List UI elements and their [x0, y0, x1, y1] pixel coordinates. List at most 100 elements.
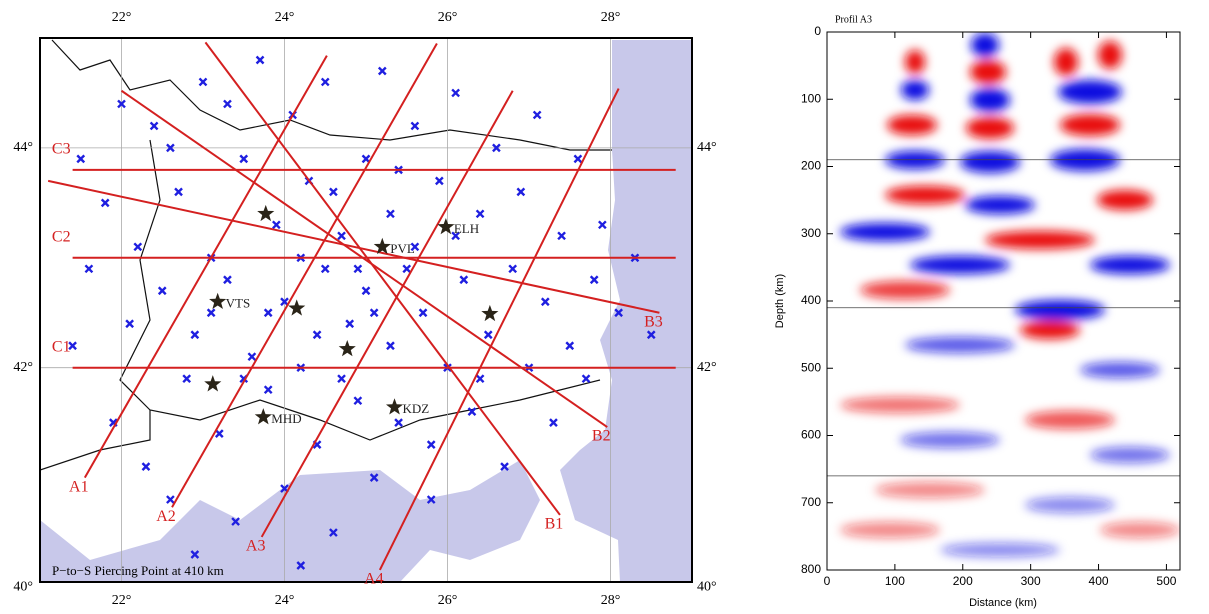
piercing-point [361, 286, 371, 296]
x-tick-label: 28° [601, 10, 621, 25]
piercing-point [100, 198, 110, 208]
blob [970, 88, 1010, 112]
piercing-point [581, 374, 591, 384]
x-tick-label: 0 [824, 574, 831, 588]
piercing-point [426, 440, 436, 449]
blob [887, 115, 937, 135]
x-tick-label: 200 [953, 574, 973, 588]
piercing-point [459, 275, 469, 285]
piercing-point [223, 275, 232, 285]
y-tick-label: 44° [13, 140, 33, 155]
blob [1090, 447, 1170, 463]
piercing-point [174, 187, 183, 197]
profile-label: B2 [592, 428, 611, 445]
y-tick-label: 300 [801, 226, 821, 240]
piercing-point [312, 330, 322, 340]
border [40, 410, 151, 471]
section-image [827, 32, 1180, 570]
annotation: P−to−S Piercing Point at 410 km [52, 563, 224, 578]
piercing-point [190, 330, 200, 340]
piercing-point [589, 275, 599, 285]
section-frame [826, 31, 1181, 571]
piercing-point [532, 110, 542, 120]
blob [900, 432, 1000, 448]
y-tick-label: 500 [801, 360, 821, 374]
profile-label: B3 [644, 313, 663, 330]
piercing-point [198, 77, 208, 87]
section-title: Profil A3 [835, 14, 872, 25]
station-label: PVL [390, 241, 415, 256]
x-tick-label: 26° [438, 593, 458, 608]
piercing-point [369, 473, 379, 482]
x-tick-label: 22° [112, 593, 132, 608]
y-tick-label: 600 [801, 428, 821, 442]
blob [905, 337, 1015, 353]
piercing-point [508, 264, 518, 274]
blob [840, 522, 940, 538]
piercing-point [166, 495, 175, 504]
piercing-point [263, 308, 273, 318]
piercing-point [557, 231, 566, 241]
station [373, 237, 391, 255]
profile-label: C2 [52, 228, 71, 245]
piercing-point [329, 187, 338, 197]
station [437, 218, 455, 235]
profile-label: B1 [545, 516, 564, 533]
piercing-point [353, 264, 363, 274]
piercing-point [214, 429, 224, 438]
piercing-point [598, 220, 607, 230]
piercing-point [475, 374, 485, 384]
profile-label: A4 [364, 571, 384, 588]
x-tick-label: 28° [601, 593, 621, 608]
blob [1060, 114, 1120, 136]
piercing-point [549, 418, 558, 427]
y-tick-label: 44° [697, 140, 717, 155]
piercing-point [239, 154, 249, 164]
blob [1098, 41, 1122, 69]
x-tick-label: 500 [1156, 574, 1176, 588]
piercing-point [492, 143, 501, 153]
piercing-point [451, 231, 460, 241]
blob [1080, 362, 1160, 378]
y-tick-label: 40° [697, 580, 717, 595]
profile-line [378, 88, 620, 571]
piercing-point [394, 418, 403, 427]
station-label: MHD [271, 411, 301, 426]
piercing-point [247, 352, 257, 362]
piercing-point [166, 143, 175, 153]
piercing-point [255, 55, 265, 65]
piercing-point [296, 561, 306, 570]
y-tick-label: 700 [801, 495, 821, 509]
blob [840, 397, 960, 413]
blob [1090, 256, 1170, 274]
profile-line [260, 90, 514, 538]
border [51, 39, 612, 151]
piercing-point [467, 407, 477, 417]
piercing-point [263, 385, 273, 395]
blob [1015, 300, 1105, 320]
station [338, 340, 356, 357]
profile-line [83, 55, 328, 479]
piercing-point [402, 264, 412, 274]
station [254, 408, 272, 425]
blob [960, 151, 1020, 173]
piercing-point [418, 308, 428, 318]
piercing-point [76, 154, 86, 164]
piercing-point [353, 396, 363, 406]
black-sea [560, 40, 692, 582]
x-tick-label: 26° [438, 10, 458, 25]
station-label: ELH [454, 221, 479, 236]
amplitudes [840, 33, 1180, 557]
piercing-point [141, 462, 151, 471]
profile-label: A1 [69, 478, 89, 495]
piercing-point [410, 242, 420, 252]
y-tick-label: 400 [801, 293, 821, 307]
profile-label: A3 [246, 538, 266, 555]
blob [971, 33, 999, 57]
border [119, 139, 601, 441]
piercing-point [483, 330, 493, 340]
blob [901, 80, 929, 100]
piercing-point [320, 77, 330, 87]
blob [905, 50, 925, 74]
